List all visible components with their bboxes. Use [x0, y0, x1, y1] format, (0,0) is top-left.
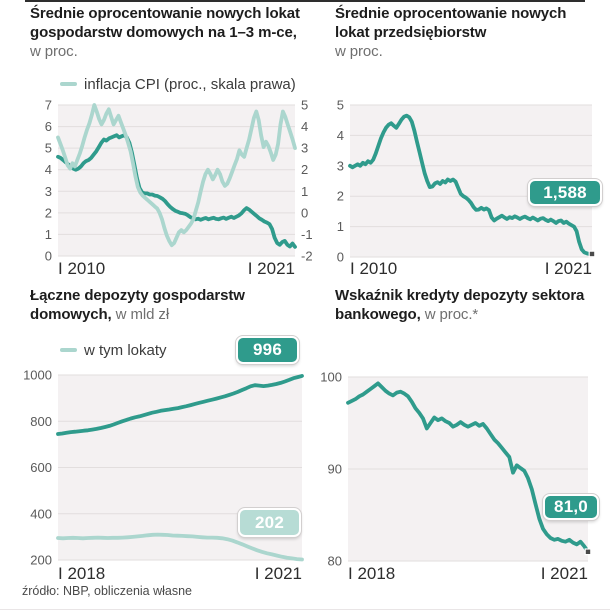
- title-unit-text: w proc.: [335, 43, 383, 60]
- y-axis-tick-label: 0: [337, 250, 344, 265]
- y-axis-right-tick-label: 3: [301, 141, 308, 156]
- household-deposit-rate-title: Średnie oprocentowanie nowych lokat gosp…: [30, 4, 308, 61]
- series-line: [56, 532, 304, 562]
- legend-dash-icon: [60, 348, 77, 352]
- y-axis-tick-label: 80: [328, 554, 342, 569]
- y-axis-tick-label: 7: [45, 98, 52, 113]
- badge-value: 996: [253, 340, 282, 359]
- household-deposit-rate-chart: 7 6 5 4 3 2 1 0 5 4 3 2 1 0 -1 -2 I 2010 I 2021: [45, 98, 313, 279]
- legend-dash-icon: [60, 82, 77, 86]
- y-axis-right-tick-label: 4: [301, 119, 308, 134]
- x-axis-tick-label: I 2021: [248, 259, 295, 278]
- legend-label: inflacja CPI (proc., skala prawa): [84, 76, 296, 93]
- y-axis-tick-label: 1: [337, 219, 344, 234]
- y-axis-tick-label: 1000: [23, 368, 52, 383]
- value-badge-loans-to-deposits: 81,0: [543, 494, 599, 520]
- series-line: [56, 374, 304, 436]
- bottom-rule: [0, 609, 610, 610]
- title-bold-text: Łączne depozyty gospodarstw domowych,: [30, 287, 245, 323]
- y-axis-tick-label: 4: [337, 128, 344, 143]
- household-deposits-volume-title: Łączne depozyty gospodarstw domowych, w …: [30, 286, 308, 324]
- y-axis-tick-label: 400: [30, 506, 52, 521]
- cpi-legend: inflacja CPI (proc., skala prawa): [60, 76, 296, 93]
- x-axis-tick-label: I 2021: [255, 564, 302, 583]
- last-value-marker: [588, 250, 596, 258]
- value-badge-total-deposits: 996: [236, 336, 299, 364]
- series-line: [56, 103, 297, 248]
- y-axis-tick-label: 3: [45, 184, 52, 199]
- x-axis-tick-label: I 2018: [58, 564, 105, 583]
- title-unit-text: w proc.*: [420, 306, 479, 323]
- plot-area: [58, 105, 295, 256]
- y-axis-tick-label: 3: [337, 158, 344, 173]
- loans-to-deposits-title: Wskaźnik kredyty depozyty sektora bankow…: [335, 286, 597, 324]
- y-axis-tick-label: 600: [30, 460, 52, 475]
- value-badge-corporate-rate: 1,588: [528, 179, 602, 206]
- series-line: [348, 113, 594, 256]
- y-axis-right-tick-label: 2: [301, 162, 308, 177]
- y-axis-right-tick-label: -1: [301, 227, 313, 242]
- y-axis-tick-label: 0: [45, 249, 52, 264]
- x-axis-tick-label: I 2010: [58, 259, 105, 278]
- last-value-marker: [584, 548, 592, 556]
- y-axis-tick-label: 800: [30, 414, 52, 429]
- y-axis-tick-label: 5: [337, 98, 344, 113]
- title-unit-text: w mld zł: [111, 306, 170, 323]
- title-bold-text: Średnie oprocentowanie nowych lokat gosp…: [30, 5, 300, 41]
- x-axis-tick-label: I 2021: [545, 259, 592, 278]
- corporate-deposit-rate-title: Średnie oprocentowanie nowych lokat prze…: [335, 4, 597, 61]
- title-bold-text: Wskaźnik kredyty depozyty sektora bankow…: [335, 287, 585, 323]
- top-rule: [25, 0, 585, 2]
- y-axis-tick-label: 4: [45, 162, 52, 177]
- lokaty-legend: w tym lokaty: [60, 342, 167, 359]
- y-axis-right-tick-label: 5: [301, 98, 308, 113]
- legend-label: w tym lokaty: [84, 342, 167, 359]
- y-axis-tick-label: 6: [45, 119, 52, 134]
- x-axis-tick-label: I 2010: [350, 259, 397, 278]
- badge-value: 1,588: [543, 182, 587, 202]
- loans-to-deposits-chart: 100 90 80 I 2018 I 2021: [320, 370, 592, 583]
- badge-value: 81,0: [554, 497, 588, 516]
- x-axis-tick-label: I 2018: [348, 564, 395, 583]
- badge-value: 202: [255, 512, 284, 532]
- series-line: [346, 381, 590, 554]
- series-line: [56, 133, 297, 249]
- value-badge-lokaty: 202: [238, 508, 301, 537]
- title-bold-text: Średnie oprocentowanie nowych lokat prze…: [335, 5, 567, 41]
- y-axis-right-tick-label: -2: [301, 249, 313, 264]
- household-deposits-volume-chart: 1000 800 600 400 200 I 2018 I 2021: [23, 368, 304, 583]
- title-unit-text: w proc.: [30, 43, 78, 60]
- y-axis-right-tick-label: 1: [301, 184, 308, 199]
- y-axis-tick-label: 90: [328, 462, 342, 477]
- y-axis-tick-label: 5: [45, 141, 52, 156]
- x-axis-tick-label: I 2021: [541, 564, 588, 583]
- y-axis-tick-label: 100: [320, 370, 342, 385]
- y-axis-tick-label: 2: [45, 205, 52, 220]
- y-axis-tick-label: 200: [30, 553, 52, 568]
- y-axis-tick-label: 2: [337, 189, 344, 204]
- y-axis-tick-label: 1: [45, 227, 52, 242]
- source-note: źródło: NBP, obliczenia własne: [22, 584, 193, 598]
- y-axis-right-tick-label: 0: [301, 205, 308, 220]
